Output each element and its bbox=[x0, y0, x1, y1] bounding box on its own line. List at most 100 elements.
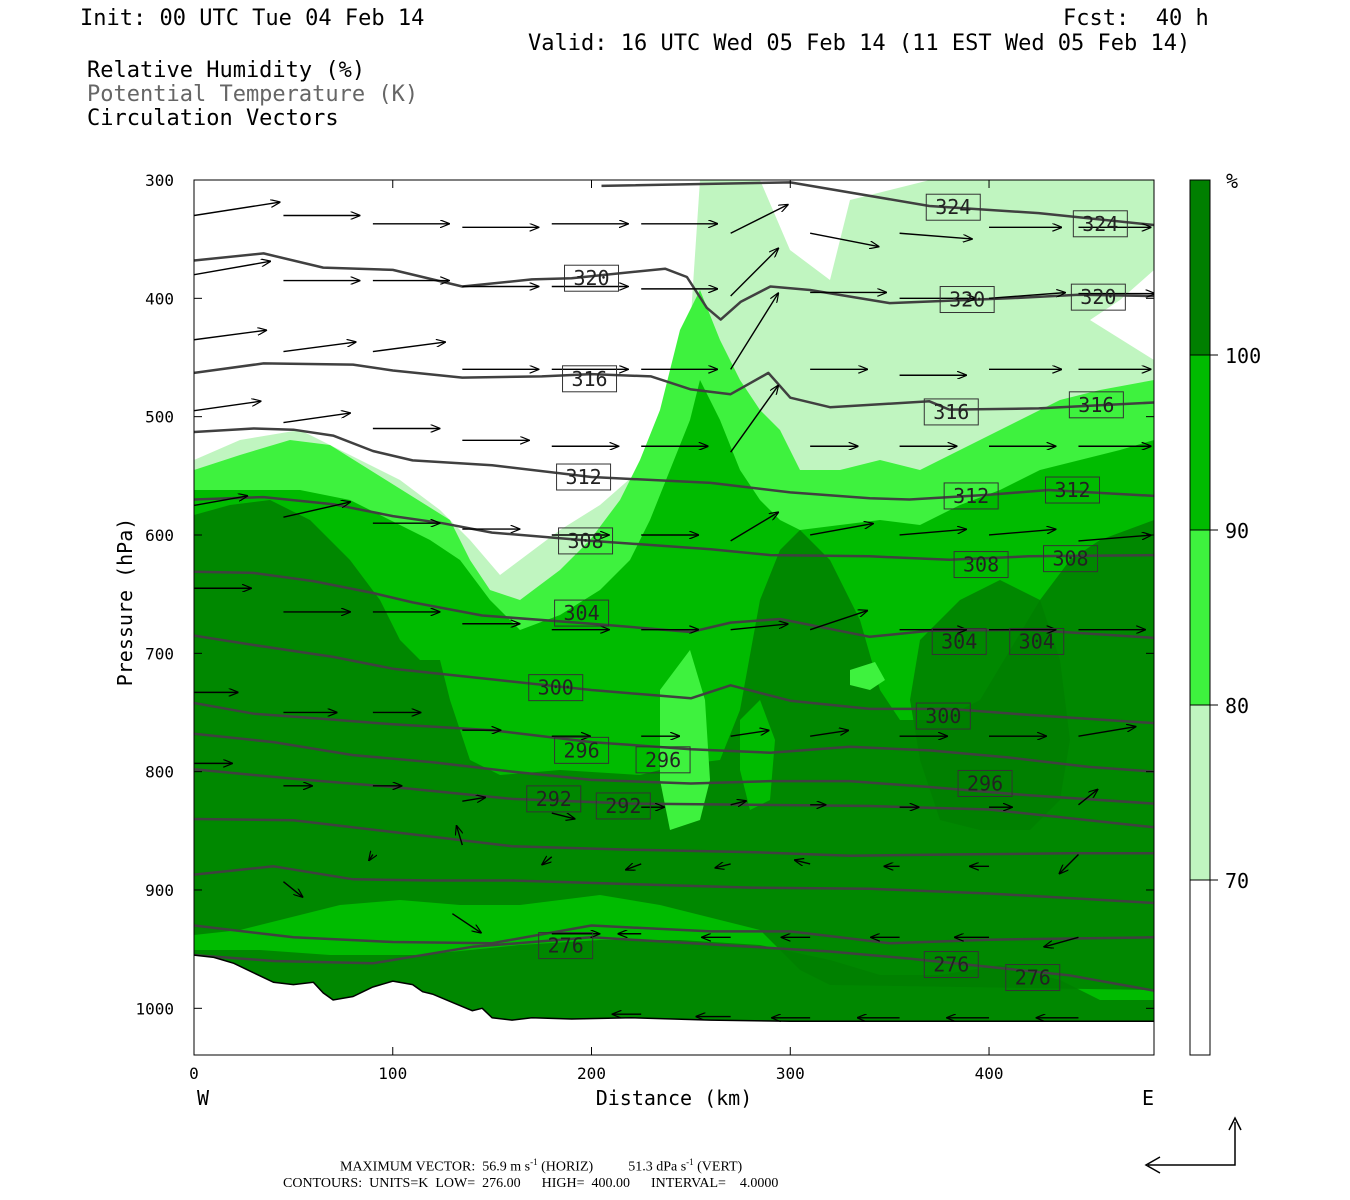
circulation-vector bbox=[1044, 936, 1079, 947]
rh-region-80-90 bbox=[850, 662, 885, 690]
rh-colorbar: % 70 80 90 100 bbox=[1189, 169, 1261, 1056]
circulation-vector bbox=[730, 730, 769, 737]
theta-contour-300 bbox=[194, 634, 1154, 725]
theta-label-box bbox=[957, 769, 1013, 797]
theta-contour-304 bbox=[194, 570, 1154, 640]
theta-label-text: 320 bbox=[573, 266, 609, 290]
theta-contour-324 bbox=[601, 181, 1154, 227]
circulation-vector bbox=[810, 232, 878, 246]
theta-label-box bbox=[1009, 627, 1065, 655]
x-tick-label: 100 bbox=[378, 1064, 407, 1083]
theta-label-text: 316 bbox=[571, 367, 607, 391]
circulation-vector bbox=[194, 496, 247, 507]
x-axis-west-label: W bbox=[197, 1086, 210, 1110]
theta-label-text: 324 bbox=[935, 195, 971, 219]
circulation-vector bbox=[899, 232, 972, 239]
valid-time-label: Valid: 16 UTC Wed 05 Feb 14 (11 EST Wed … bbox=[528, 31, 1191, 56]
theta-label-box bbox=[558, 527, 614, 555]
circulation-vector bbox=[810, 730, 848, 737]
theta-label-text: 308 bbox=[963, 553, 999, 577]
field-label-circulation-vectors: Circulation Vectors bbox=[87, 106, 339, 131]
theta-label-text: 304 bbox=[564, 601, 600, 625]
theta-label-box bbox=[1072, 210, 1128, 238]
theta-label-box bbox=[923, 951, 979, 979]
theta-label-text: 296 bbox=[967, 771, 1003, 795]
theta-label: 276 bbox=[1005, 964, 1061, 992]
y-tick-label: 700 bbox=[145, 644, 174, 663]
theta-label-text: 308 bbox=[567, 529, 603, 553]
circulation-vector bbox=[730, 248, 779, 297]
colorbar-segment bbox=[1189, 704, 1211, 881]
theta-label-text: 312 bbox=[953, 484, 989, 508]
theta-label-text: 312 bbox=[566, 465, 602, 489]
circulation-vector bbox=[369, 854, 373, 860]
theta-label-box bbox=[953, 551, 1009, 579]
unit-superscript: -1 bbox=[686, 1157, 694, 1167]
y-tick-label: 900 bbox=[145, 881, 174, 900]
theta-contour-320 bbox=[194, 252, 1154, 321]
theta-label-text: 276 bbox=[933, 953, 969, 977]
theta-label-box bbox=[1068, 391, 1124, 419]
circulation-vector bbox=[730, 624, 788, 631]
x-axis-east-label: E bbox=[1142, 1086, 1154, 1110]
theta-label: 292 bbox=[595, 792, 651, 820]
rh-region-100 bbox=[194, 500, 1154, 990]
circulation-vector bbox=[988, 293, 1065, 300]
theta-label-text: 320 bbox=[1080, 285, 1116, 309]
theta-label: 316 bbox=[923, 398, 979, 426]
theta-label: 304 bbox=[554, 599, 610, 627]
max-vector-label: MAXIMUM VECTOR: bbox=[340, 1159, 476, 1175]
x-tick-label: 400 bbox=[975, 1064, 1004, 1083]
field-label-relative-humidity: Relative Humidity (%) bbox=[87, 58, 366, 83]
theta-label-box bbox=[931, 627, 987, 655]
circulation-vector bbox=[283, 502, 350, 518]
circulation-vector bbox=[542, 857, 553, 865]
theta-label-text: 312 bbox=[1054, 478, 1090, 502]
plot-frame bbox=[193, 179, 1155, 1056]
colorbar-level-label: 70 bbox=[1225, 869, 1249, 893]
circulation-vector bbox=[462, 797, 485, 801]
field-label-potential-temperature: Potential Temperature (K) bbox=[87, 82, 419, 107]
theta-label-text: 292 bbox=[536, 787, 572, 811]
x-tick-label: 300 bbox=[776, 1064, 805, 1083]
theta-contour-280 bbox=[194, 865, 1154, 905]
theta-label-text: 296 bbox=[645, 748, 681, 772]
theta-label: 320 bbox=[1070, 283, 1126, 311]
circulation-vector bbox=[194, 401, 261, 412]
circulation-vector bbox=[194, 261, 270, 276]
circulation-vector bbox=[194, 202, 280, 217]
max-vector-vert-unit: (VERT) bbox=[697, 1159, 743, 1175]
contours-footer: CONTOURS: UNITS=K LOW= 276.00 HIGH= 400.… bbox=[283, 1176, 779, 1191]
circulation-vector bbox=[551, 812, 575, 819]
init-time-label: Init: 00 UTC Tue 04 Feb 14 bbox=[80, 6, 425, 31]
theta-label-box bbox=[635, 746, 691, 774]
max-vector-vert-value: 51.3 dPa s bbox=[628, 1159, 687, 1175]
theta-label-box bbox=[1005, 964, 1061, 992]
circulation-vector bbox=[810, 524, 873, 536]
theta-label-text: 304 bbox=[1019, 629, 1055, 653]
theta-label: 308 bbox=[1043, 545, 1099, 573]
theta-label-box bbox=[915, 702, 971, 730]
theta-label-box bbox=[1043, 545, 1099, 573]
theta-label: 324 bbox=[1072, 210, 1128, 238]
theta-contour-308 bbox=[194, 495, 1154, 562]
theta-label-box bbox=[595, 792, 651, 820]
x-axis-title: Distance (km) bbox=[596, 1086, 753, 1110]
plot-area: 324 324 320 320 320 316 316 316 312 312 312 308 308 3… bbox=[194, 180, 1154, 1055]
circulation-vector bbox=[809, 611, 867, 631]
theta-contour-316 bbox=[194, 362, 1154, 411]
circulation-vector bbox=[899, 529, 967, 536]
theta-label: 320 bbox=[564, 264, 620, 292]
circulation-vector bbox=[730, 205, 788, 234]
circulation-vector bbox=[457, 826, 463, 846]
theta-contour-288 bbox=[194, 768, 1154, 829]
theta-label-box bbox=[554, 599, 610, 627]
colorbar-level-label: 80 bbox=[1225, 694, 1249, 718]
theta-contour-278 bbox=[194, 924, 1154, 945]
y-tick-label: 1000 bbox=[135, 999, 174, 1018]
theta-label-text: 276 bbox=[548, 934, 584, 958]
theta-label-text: 276 bbox=[1015, 966, 1051, 990]
terrain-fill bbox=[194, 955, 1154, 1055]
theta-label: 324 bbox=[925, 193, 981, 221]
